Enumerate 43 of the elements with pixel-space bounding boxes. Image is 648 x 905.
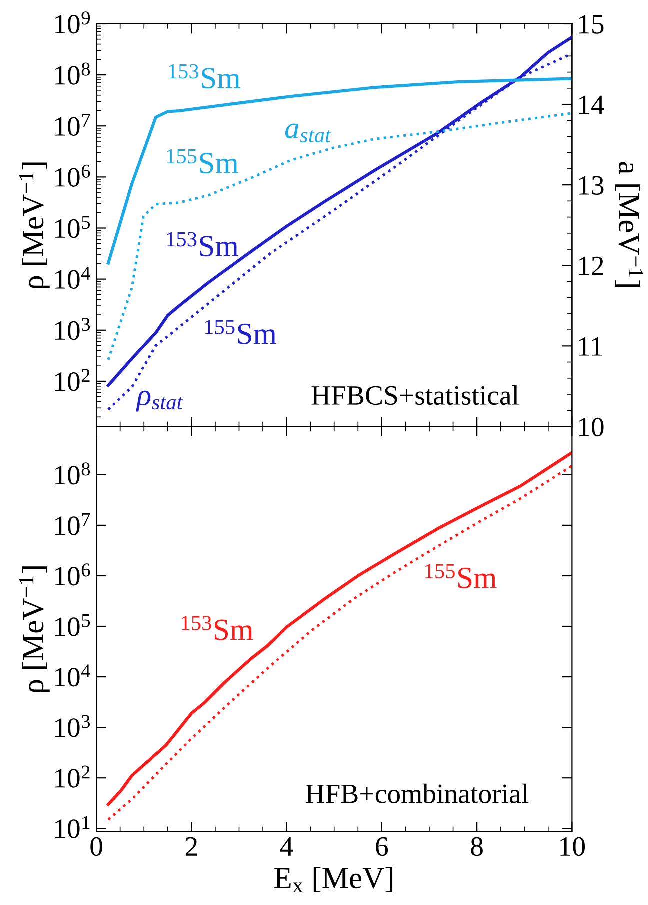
series-label: $^{153}$Sm — [167, 232, 238, 257]
y-tick-label: 10$^{7}$ — [56, 114, 90, 136]
y-tick-label: 10$^{3}$ — [56, 318, 90, 340]
y2-tick-label: 10 — [579, 418, 604, 437]
x-tick-label: 8 — [471, 837, 483, 856]
y2-tick-label: 12 — [579, 256, 604, 276]
y2-tick-label: 13 — [579, 176, 604, 195]
annotation: HFBCS+statistical — [312, 386, 519, 406]
y-tick-label: 10$^{4}$ — [56, 267, 90, 290]
series-label: $^{153}$Sm — [169, 64, 240, 89]
x-tick-label: 6 — [376, 837, 388, 856]
series-label: $^{153}$Sm — [182, 616, 254, 640]
y-axis-title: ρ [MeV$^{−1}$] — [19, 566, 50, 692]
y2-axis-title: a [MeV$^{−1}$] — [615, 162, 644, 287]
y-tick-label: 10$^{6}$ — [56, 164, 90, 187]
y-tick-label: 10$^{8}$ — [56, 62, 90, 85]
line-series — [107, 112, 572, 362]
y-tick-label: 10$^{7}$ — [56, 513, 90, 536]
y-axis-title: ρ [MeV$^{−1}$] — [19, 162, 50, 288]
annotation: ρ$_{stat}$ — [136, 390, 184, 412]
annotation: HFB+combinatorial — [306, 784, 529, 804]
y-tick-label: 10$^{3}$ — [56, 715, 90, 738]
y-tick-label: 10$^{5}$ — [56, 216, 90, 238]
series-label: $^{155}$Sm — [426, 564, 497, 588]
y2-tick-label: 11 — [579, 337, 602, 356]
x-axis-title: E$_{x}$ [MeV] — [274, 867, 393, 893]
y-tick-label: 10$^{4}$ — [56, 664, 90, 687]
y-tick-label: 10$^{5}$ — [56, 614, 90, 636]
y-tick-label: 10$^{9}$ — [56, 12, 90, 34]
y-tick-label: 10$^{6}$ — [56, 564, 90, 586]
x-tick-label: 10 — [560, 837, 586, 856]
y-tick-label: 10$^{1}$ — [56, 816, 90, 838]
y2-tick-label: 15 — [579, 15, 604, 34]
x-tick-label: 4 — [280, 838, 294, 856]
x-tick-label: 0 — [90, 837, 102, 856]
y-tick-label: 10$^{8}$ — [56, 462, 90, 485]
y2-tick-label: 14 — [579, 96, 604, 114]
series-label: $^{155}$Sm — [167, 149, 238, 174]
y-tick-label: 10$^{2}$ — [56, 369, 90, 392]
annotation: a$_{stat}$ — [285, 124, 332, 143]
series-label: $^{155}$Sm — [205, 320, 277, 344]
y-tick-label: 10$^{2}$ — [56, 766, 90, 788]
x-tick-label: 2 — [186, 837, 198, 856]
